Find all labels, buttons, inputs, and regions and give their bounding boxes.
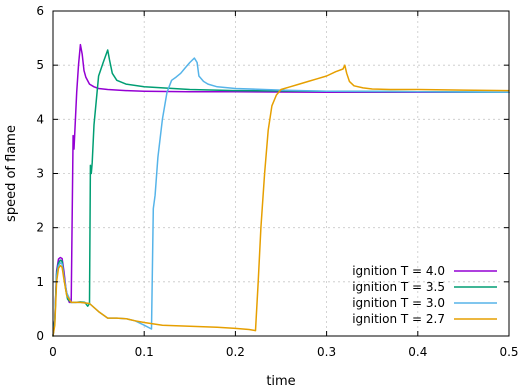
series-line	[52, 43, 510, 337]
x-tick-label: 0.2	[226, 345, 245, 359]
legend: ignition T = 4.0 ignition T = 3.5 ignition…	[352, 264, 497, 326]
y-tick-label: 2	[36, 221, 44, 235]
legend-label: ignition T = 4.0	[352, 264, 445, 278]
y-tick-label: 3	[36, 167, 44, 181]
y-tick-label: 5	[36, 58, 44, 72]
x-tick-label: 0.1	[135, 345, 154, 359]
y-tick-label: 6	[36, 4, 44, 18]
x-tick-label: 0.5	[499, 345, 518, 359]
y-tick-label: 0	[36, 329, 44, 343]
series-lines	[52, 43, 510, 337]
x-tick-label: 0.4	[408, 345, 427, 359]
y-axis-label: speed of flame	[4, 125, 19, 222]
axis-ticks: 0 0.1 0.2 0.3 0.4 0.5 0 1 2 3 4 5 6	[36, 4, 518, 359]
series-line	[52, 64, 510, 337]
x-axis-label: time	[266, 374, 295, 389]
legend-label: ignition T = 3.5	[352, 280, 445, 294]
legend-label: ignition T = 3.0	[352, 296, 445, 310]
x-tick-label: 0	[49, 345, 57, 359]
grid	[53, 11, 509, 336]
y-tick-label: 4	[36, 112, 44, 126]
x-tick-label: 0.3	[317, 345, 336, 359]
y-tick-label: 1	[36, 275, 44, 289]
series-line	[52, 57, 510, 337]
legend-label: ignition T = 2.7	[352, 312, 445, 326]
